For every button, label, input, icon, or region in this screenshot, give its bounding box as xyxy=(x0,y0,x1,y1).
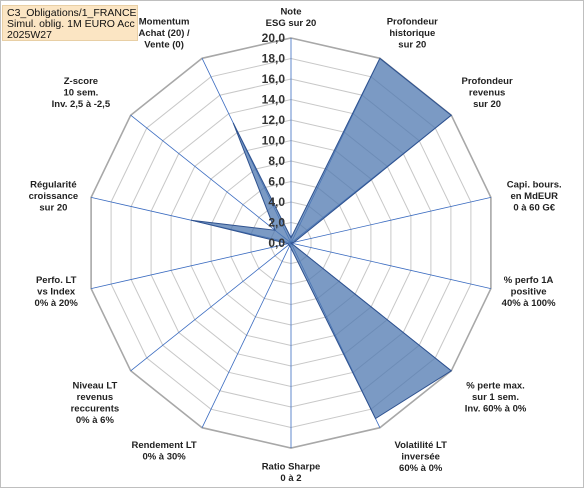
axis-label: Régularité croissance sur 20 xyxy=(29,179,79,213)
axis-label: Profondeur revenus sur 20 xyxy=(461,76,512,110)
axis-spoke xyxy=(130,114,292,244)
axis-label: Profondeur historique sur 20 xyxy=(387,16,438,50)
tick-label: 4,0 xyxy=(268,195,285,209)
axis-label: Momentum Achat (20) / Vente (0) xyxy=(138,16,190,50)
title-line-3: 2025W27 xyxy=(7,29,52,41)
axis-label: Z-score 10 sem. Inv. 2,5 à -2,5 xyxy=(52,76,111,110)
tick-label: 0,0 xyxy=(268,236,285,250)
axis-label: Volatilité LT inversée 60% à 0% xyxy=(394,440,447,474)
title-line-1: C3_Obligations/1_FRANCE xyxy=(7,7,137,19)
chart-title-box: C3_Obligations/1_FRANCE Simul. oblig. 1M… xyxy=(2,5,138,41)
axis-spoke xyxy=(290,197,491,244)
axis-label: Rendement LT 0% à 30% xyxy=(131,440,196,463)
axis-label: Note ESG sur 20 xyxy=(266,7,317,30)
tick-label: 20,0 xyxy=(262,31,286,45)
axis-spoke xyxy=(91,242,292,289)
axis-labels: Note ESG sur 20 Profondeur historique sur 20… xyxy=(29,7,562,485)
axis-label: % perte max. sur 1 sem. Inv. 60% à 0% xyxy=(465,381,527,415)
tick-label: 6,0 xyxy=(268,175,285,189)
tick-label: 14,0 xyxy=(262,93,286,107)
tick-label: 12,0 xyxy=(262,113,286,127)
radial-tick-labels: 0,0 2,0 4,0 6,0 8,0 10,0 12,0 14,0 16,0 18,0 20,0 xyxy=(262,31,286,250)
tick-label: 10,0 xyxy=(262,134,286,148)
title-line-2: Simul. oblig. 1M EURO Acc xyxy=(7,18,135,30)
tick-label: 18,0 xyxy=(262,52,286,66)
axis-label: Niveau LT revenus reccurents 0% à 6% xyxy=(71,381,120,427)
tick-label: 8,0 xyxy=(268,154,285,168)
axis-label: Capi. bours. en MdEUR 0 à 60 G€ xyxy=(507,179,562,213)
axis-label: % perfo 1A positive 40% à 100% xyxy=(502,275,556,309)
series-area xyxy=(190,57,453,420)
axis-spoke xyxy=(201,242,292,428)
axis-label: Perfo. LT vs Index 0% à 20% xyxy=(35,275,79,309)
tick-label: 2,0 xyxy=(268,216,285,230)
axis-spoke xyxy=(290,242,491,289)
radar-series xyxy=(190,57,453,420)
tick-label: 16,0 xyxy=(262,72,286,86)
axis-spoke xyxy=(130,242,292,372)
axis-label: Ratio Sharpe 0 à 2 xyxy=(262,462,321,485)
